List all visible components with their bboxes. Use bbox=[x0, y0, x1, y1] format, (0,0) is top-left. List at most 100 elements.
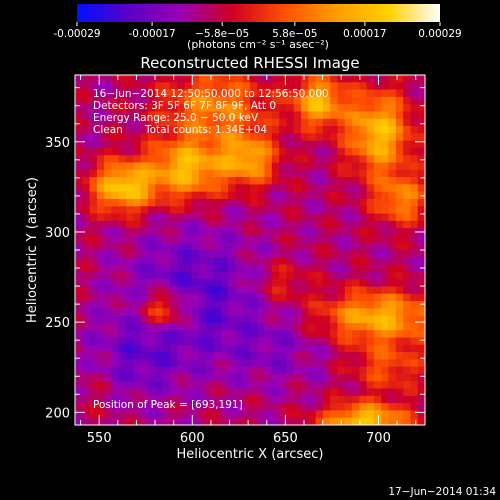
heatmap-cell bbox=[206, 242, 214, 251]
heatmap-cell bbox=[301, 184, 309, 193]
heatmap-cell bbox=[359, 264, 368, 273]
heatmap-cell bbox=[104, 198, 112, 207]
heatmap-cell bbox=[264, 235, 273, 244]
heatmap-cell bbox=[271, 315, 280, 324]
heatmap-cell bbox=[75, 279, 83, 287]
heatmap-cell bbox=[198, 177, 207, 185]
heatmap-cell bbox=[126, 111, 134, 120]
heatmap-cell bbox=[257, 184, 265, 193]
heatmap-cell bbox=[220, 250, 229, 258]
heatmap-cell bbox=[96, 206, 105, 214]
heatmap-cell bbox=[155, 242, 163, 251]
heatmap-cell bbox=[417, 184, 425, 193]
heatmap-cell bbox=[96, 133, 105, 142]
heatmap-cell bbox=[315, 235, 324, 244]
heatmap-cell bbox=[250, 177, 258, 185]
heatmap-cell bbox=[104, 322, 112, 331]
heatmap-cell bbox=[111, 235, 120, 244]
heatmap-cell bbox=[308, 322, 317, 331]
heatmap-cell bbox=[330, 279, 338, 287]
heatmap-cell bbox=[177, 286, 185, 295]
heatmap-cell bbox=[82, 264, 90, 273]
heatmap-cell bbox=[366, 366, 375, 375]
heatmap-cell bbox=[118, 118, 127, 127]
heatmap-cell bbox=[126, 191, 134, 200]
heatmap-cell bbox=[250, 344, 258, 353]
heatmap-cell bbox=[104, 140, 112, 149]
heatmap-cell bbox=[250, 126, 258, 134]
heatmap-cell bbox=[388, 410, 397, 419]
heatmap-cell bbox=[315, 337, 324, 346]
heatmap-cell bbox=[104, 177, 112, 185]
heatmap-cell bbox=[104, 308, 112, 317]
heatmap-cell bbox=[373, 104, 382, 112]
heatmap-cell bbox=[140, 126, 149, 134]
heatmap-cell bbox=[344, 198, 353, 207]
heatmap-cell bbox=[96, 395, 105, 404]
heatmap-cell bbox=[293, 126, 302, 134]
heatmap-cell bbox=[381, 352, 389, 360]
footer-timestamp: 17−Jun−2014 01:34 bbox=[388, 486, 496, 498]
heatmap-cell bbox=[177, 140, 185, 149]
heatmap-cell bbox=[213, 213, 222, 222]
heatmap-cell bbox=[235, 191, 244, 200]
heatmap-cell bbox=[330, 118, 338, 127]
heatmap-cell bbox=[118, 366, 127, 375]
heatmap-cell bbox=[213, 293, 222, 302]
heatmap-cell bbox=[177, 162, 185, 171]
heatmap-cell bbox=[206, 184, 214, 193]
heatmap-cell bbox=[126, 301, 134, 309]
heatmap-cell bbox=[235, 250, 244, 258]
heatmap-cell bbox=[177, 89, 185, 98]
heatmap-cell bbox=[228, 162, 236, 171]
heatmap-cell bbox=[417, 366, 425, 375]
heatmap-cell bbox=[162, 104, 171, 112]
heatmap-cell bbox=[330, 337, 338, 346]
heatmap-cell bbox=[82, 417, 90, 425]
heatmap-cell bbox=[228, 82, 236, 90]
heatmap-cell bbox=[228, 366, 236, 375]
heatmap-cell bbox=[155, 133, 163, 142]
heatmap-cell bbox=[271, 96, 280, 105]
heatmap-cell bbox=[242, 191, 251, 200]
heatmap-cell bbox=[344, 315, 353, 324]
heatmap-cell bbox=[184, 133, 193, 142]
heatmap-cell bbox=[191, 250, 200, 258]
heatmap-cell bbox=[198, 126, 207, 134]
heatmap-cell bbox=[279, 184, 287, 193]
heatmap-cell bbox=[352, 250, 360, 258]
heatmap-cell bbox=[104, 228, 112, 236]
heatmap-cell bbox=[242, 147, 251, 156]
heatmap-cell bbox=[271, 395, 280, 404]
heatmap-cell bbox=[417, 82, 425, 90]
heatmap-cell bbox=[388, 111, 397, 120]
heatmap-cell bbox=[177, 177, 185, 185]
heatmap-cell bbox=[359, 177, 368, 185]
heatmap-cell bbox=[126, 279, 134, 287]
heatmap-cell bbox=[89, 75, 98, 83]
heatmap-cell bbox=[308, 344, 317, 353]
heatmap-cell bbox=[381, 184, 389, 193]
heatmap-cell bbox=[184, 75, 193, 83]
heatmap-cell bbox=[308, 140, 317, 149]
heatmap-cell bbox=[403, 147, 411, 156]
heatmap-cell bbox=[126, 395, 134, 404]
heatmap-cell bbox=[403, 133, 411, 142]
heatmap-cell bbox=[395, 286, 404, 295]
heatmap-cell bbox=[410, 250, 419, 258]
heatmap-cell bbox=[147, 395, 156, 404]
heatmap-cell bbox=[417, 75, 425, 83]
heatmap-cell bbox=[381, 89, 389, 98]
heatmap-cell bbox=[250, 198, 258, 207]
heatmap-cell bbox=[75, 359, 83, 368]
heatmap-cell bbox=[359, 82, 368, 90]
heatmap-cell bbox=[118, 271, 127, 280]
heatmap-cell bbox=[366, 82, 375, 90]
heatmap-cell bbox=[235, 388, 244, 397]
heatmap-cell bbox=[293, 373, 302, 382]
heatmap-cell bbox=[147, 126, 156, 134]
heatmap-cell bbox=[184, 206, 193, 214]
heatmap-cell bbox=[96, 104, 105, 112]
heatmap-cell bbox=[344, 140, 353, 149]
heatmap-cell bbox=[257, 242, 265, 251]
